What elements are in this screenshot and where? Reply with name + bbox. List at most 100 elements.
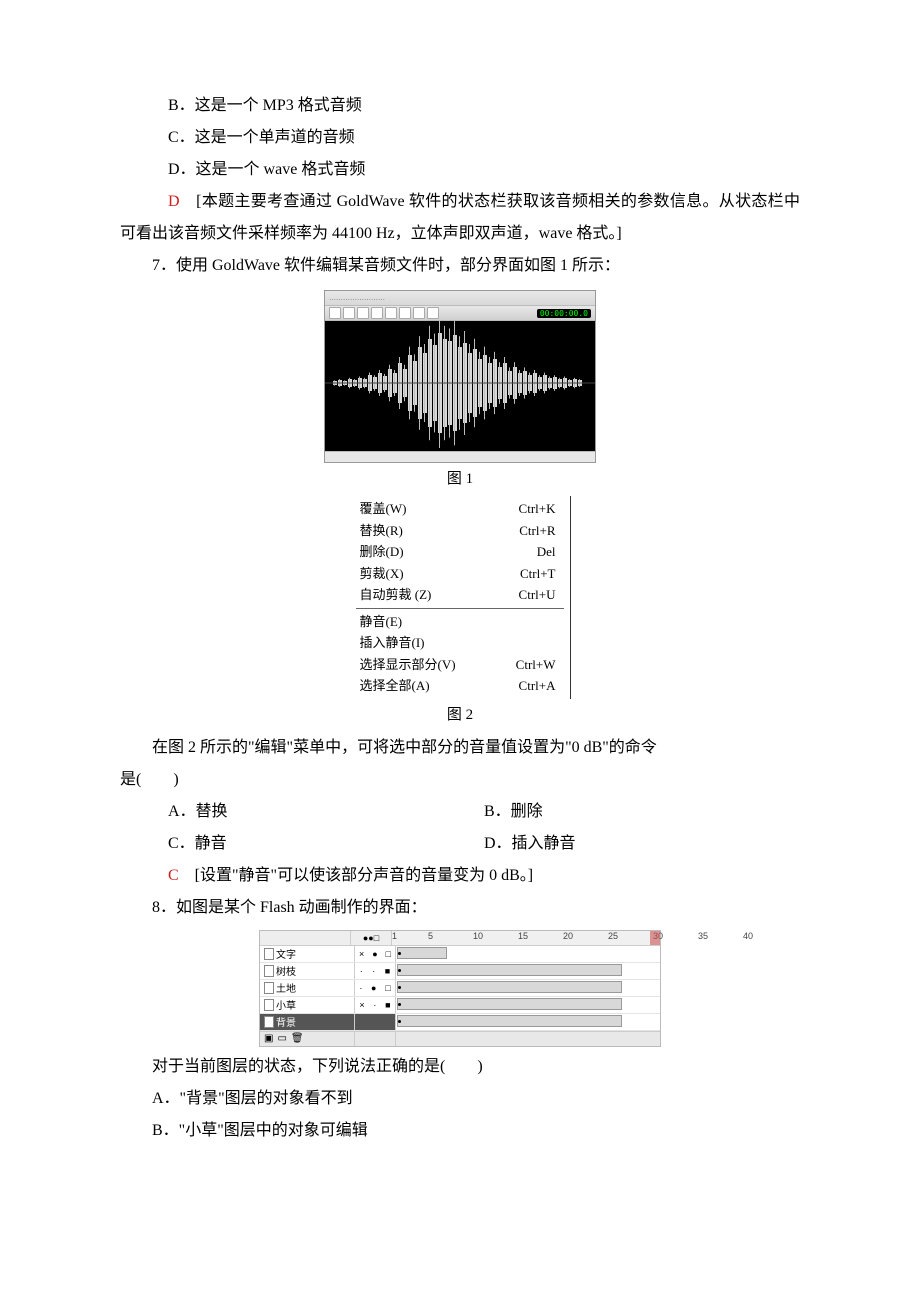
frame-tick: 1 — [392, 931, 397, 941]
menu-item[interactable]: 覆盖(W) Ctrl+K — [350, 498, 570, 520]
layer-status-icons[interactable] — [355, 1014, 396, 1030]
q7-answer-letter: C — [168, 867, 179, 884]
keyframe-icon — [398, 969, 401, 972]
timeline-layer-row[interactable]: 背景 — [260, 1014, 660, 1031]
tool-button[interactable] — [399, 307, 411, 319]
menu-item-label: 覆盖(W) — [360, 499, 407, 519]
add-folder-icon[interactable]: ▭ — [277, 1033, 286, 1044]
menu-item[interactable]: 选择全部(A)Ctrl+A — [350, 675, 570, 697]
timeline-header-layers — [260, 931, 351, 945]
layer-frames[interactable] — [396, 997, 660, 1013]
menu-item-label: 插入静音(I) — [360, 633, 425, 653]
lock-icon[interactable]: × — [359, 1000, 364, 1010]
tool-button[interactable] — [357, 307, 369, 319]
menu-item-shortcut: Ctrl+K — [519, 499, 556, 519]
q7-stem: 7．使用 GoldWave 软件编辑某音频文件时，部分界面如图 1 所示： — [120, 250, 800, 282]
add-layer-icon[interactable]: ▣ — [264, 1033, 273, 1044]
layer-status-icons[interactable]: · ● □ — [355, 980, 396, 996]
outline-icon[interactable]: □ — [386, 949, 391, 959]
q8-prompt: 对于当前图层的状态，下列说法正确的是( ) — [120, 1051, 800, 1083]
layer-status-icons[interactable]: × ● □ — [355, 946, 396, 962]
timeline-header-icons: ●●□ — [351, 931, 392, 945]
layer-name-label: 文字 — [276, 946, 296, 961]
timeline-layer-row[interactable]: 文字 × ● □ — [260, 946, 660, 963]
answer-d-text: [本题主要考查通过 GoldWave 软件的状态栏获取该音频相关的参数信息。从状… — [120, 193, 800, 242]
layer-name-cell[interactable]: 树枝 — [260, 963, 355, 979]
frame-tick: 5 — [428, 931, 433, 941]
menu-item[interactable]: 替换(R)Ctrl+R — [350, 520, 570, 542]
q8-stem: 8．如图是某个 Flash 动画制作的界面： — [120, 892, 800, 924]
tool-button[interactable] — [427, 307, 439, 319]
menu-separator — [356, 608, 564, 609]
timeline-layer-row[interactable]: 小草 × · ■ — [260, 997, 660, 1014]
waveform-svg — [325, 321, 595, 451]
layer-name-cell[interactable]: 小草 — [260, 997, 355, 1013]
layer-frames[interactable] — [396, 1014, 660, 1030]
layer-name-cell[interactable]: 背景 — [260, 1014, 355, 1030]
layer-type-icon — [264, 965, 274, 977]
tool-button[interactable] — [413, 307, 425, 319]
timeline-layer-row[interactable]: 土地 · ● □ — [260, 980, 660, 997]
waveform-canvas[interactable] — [325, 321, 595, 451]
frame-span — [397, 1015, 622, 1027]
layer-type-icon — [264, 982, 274, 994]
outline-icon[interactable]: ■ — [385, 966, 390, 976]
frame-tick: 10 — [473, 931, 483, 941]
layer-name-cell[interactable]: 土地 — [260, 980, 355, 996]
timeline-header: ●●□ 1510152025303540 — [260, 931, 660, 946]
layer-name-label: 土地 — [276, 980, 296, 995]
q7-answer: C [设置"静音"可以使该部分声音的音量变为 0 dB。] — [120, 860, 800, 892]
answer-d: D [本题主要考查通过 GoldWave 软件的状态栏获取该音频相关的参数信息。… — [120, 186, 800, 250]
layer-type-icon — [264, 948, 274, 960]
timeline-layer-row[interactable]: 树枝 · · ■ — [260, 963, 660, 980]
playhead[interactable] — [650, 931, 660, 945]
menu-item-label: 删除(D) — [360, 542, 404, 562]
frame-tick: 15 — [518, 931, 528, 941]
q8-option-a: A．"背景"图层的对象看不到 — [120, 1083, 800, 1115]
lock-icon[interactable]: · — [359, 983, 362, 993]
outline-icon[interactable]: ■ — [385, 1000, 390, 1010]
frame-span — [397, 981, 622, 993]
menu-item[interactable]: 静音(E) — [350, 611, 570, 633]
visibility-icon[interactable]: ● — [371, 983, 376, 993]
menu-item-label: 选择全部(A) — [360, 676, 430, 696]
frame-span — [397, 947, 447, 959]
menu-item[interactable]: 剪裁(X)Ctrl+T — [350, 563, 570, 585]
wave-toolbar: 00:00:00.0 — [325, 306, 595, 321]
layer-name-label: 背景 — [276, 1014, 296, 1029]
layer-frames[interactable] — [396, 980, 660, 996]
timeline-ruler: 1510152025303540 — [392, 931, 660, 945]
layer-name-cell[interactable]: 文字 — [260, 946, 355, 962]
menu-item-label: 替换(R) — [360, 521, 403, 541]
flash-timeline: ●●□ 1510152025303540 文字×●□树枝··■土地·●□小草×·… — [259, 930, 661, 1047]
menu-item[interactable]: 插入静音(I) — [350, 632, 570, 654]
q7-choices-row2: C．静音 D．插入静音 — [120, 828, 800, 860]
lock-icon[interactable]: · — [360, 966, 363, 976]
menu-item[interactable]: 选择显示部分(V)Ctrl+W — [350, 654, 570, 676]
delete-layer-icon[interactable]: 🗑 — [291, 1033, 304, 1044]
layer-frames[interactable] — [396, 963, 660, 979]
layer-status-icons[interactable]: × · ■ — [355, 997, 396, 1013]
tool-button[interactable] — [385, 307, 397, 319]
tool-button[interactable] — [371, 307, 383, 319]
visibility-icon[interactable]: ● — [372, 949, 377, 959]
option-b: B．这是一个 MP3 格式音频 — [120, 90, 800, 122]
outline-icon[interactable]: □ — [385, 983, 390, 993]
menu-item[interactable]: 自动剪裁 (Z) Ctrl+U — [350, 584, 570, 606]
option-d: D．这是一个 wave 格式音频 — [120, 154, 800, 186]
keyframe-icon — [398, 986, 401, 989]
menu-item-shortcut: Ctrl+U — [519, 585, 556, 605]
menu-item-label: 选择显示部分(V) — [360, 655, 456, 675]
tool-button[interactable] — [343, 307, 355, 319]
frame-tick: 40 — [743, 931, 753, 941]
layer-frames[interactable] — [396, 946, 660, 962]
visibility-icon[interactable]: · — [372, 966, 375, 976]
q7-choices-row1: A．替换 B．删除 — [120, 796, 800, 828]
q7-answer-text: [设置"静音"可以使该部分声音的音量变为 0 dB。] — [179, 867, 533, 884]
layer-status-icons[interactable]: · · ■ — [355, 963, 396, 979]
menu-item-label: 自动剪裁 (Z) — [360, 585, 432, 605]
visibility-icon[interactable]: · — [373, 1000, 376, 1010]
menu-item[interactable]: 删除(D)Del — [350, 541, 570, 563]
lock-icon[interactable]: × — [359, 949, 364, 959]
tool-button[interactable] — [329, 307, 341, 319]
